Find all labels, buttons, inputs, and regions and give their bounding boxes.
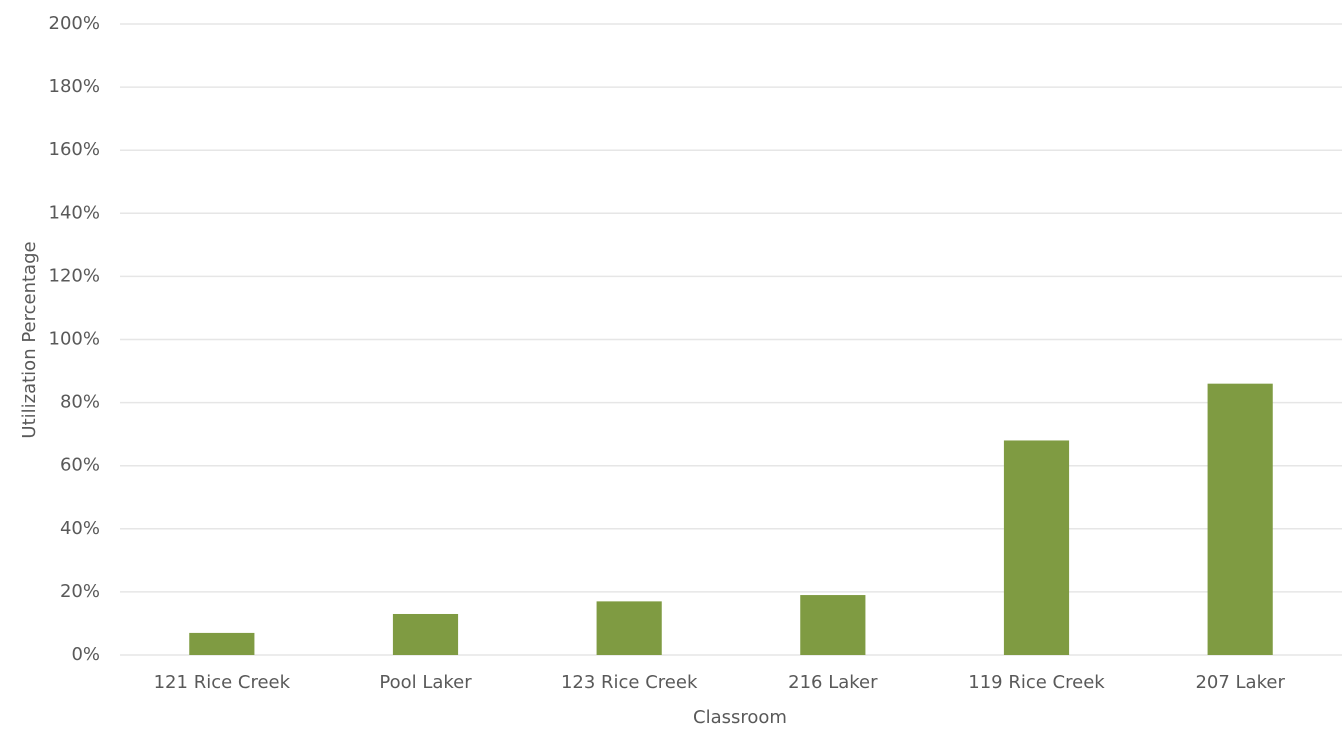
bar <box>800 595 866 655</box>
y-tick-label: 200% <box>49 13 100 34</box>
bar <box>189 632 255 655</box>
bar <box>1207 383 1273 655</box>
y-tick-label: 20% <box>60 581 100 602</box>
x-tick-label: 121 Rice Creek <box>154 672 291 693</box>
y-tick-label: 0% <box>71 644 100 665</box>
y-tick-label: 160% <box>49 139 100 160</box>
y-tick-label: 180% <box>49 76 100 97</box>
bar <box>1003 440 1070 655</box>
y-tick-label: 100% <box>49 329 100 350</box>
bar <box>392 613 459 655</box>
bar <box>596 601 662 655</box>
y-tick-label: 80% <box>60 392 100 413</box>
y-tick-label: 120% <box>49 265 100 286</box>
y-tick-label: 40% <box>60 518 100 539</box>
x-tick-label: 207 Laker <box>1195 672 1285 693</box>
y-axis-label: Utilization Percentage <box>19 241 40 438</box>
x-tick-label: Pool Laker <box>379 672 472 693</box>
y-tick-label: 140% <box>49 202 100 223</box>
x-tick-label: 119 Rice Creek <box>968 672 1105 693</box>
x-tick-label: 216 Laker <box>788 672 878 693</box>
y-tick-label: 60% <box>60 455 100 476</box>
x-axis-label: Classroom <box>693 707 787 728</box>
x-tick-label: 123 Rice Creek <box>561 672 698 693</box>
